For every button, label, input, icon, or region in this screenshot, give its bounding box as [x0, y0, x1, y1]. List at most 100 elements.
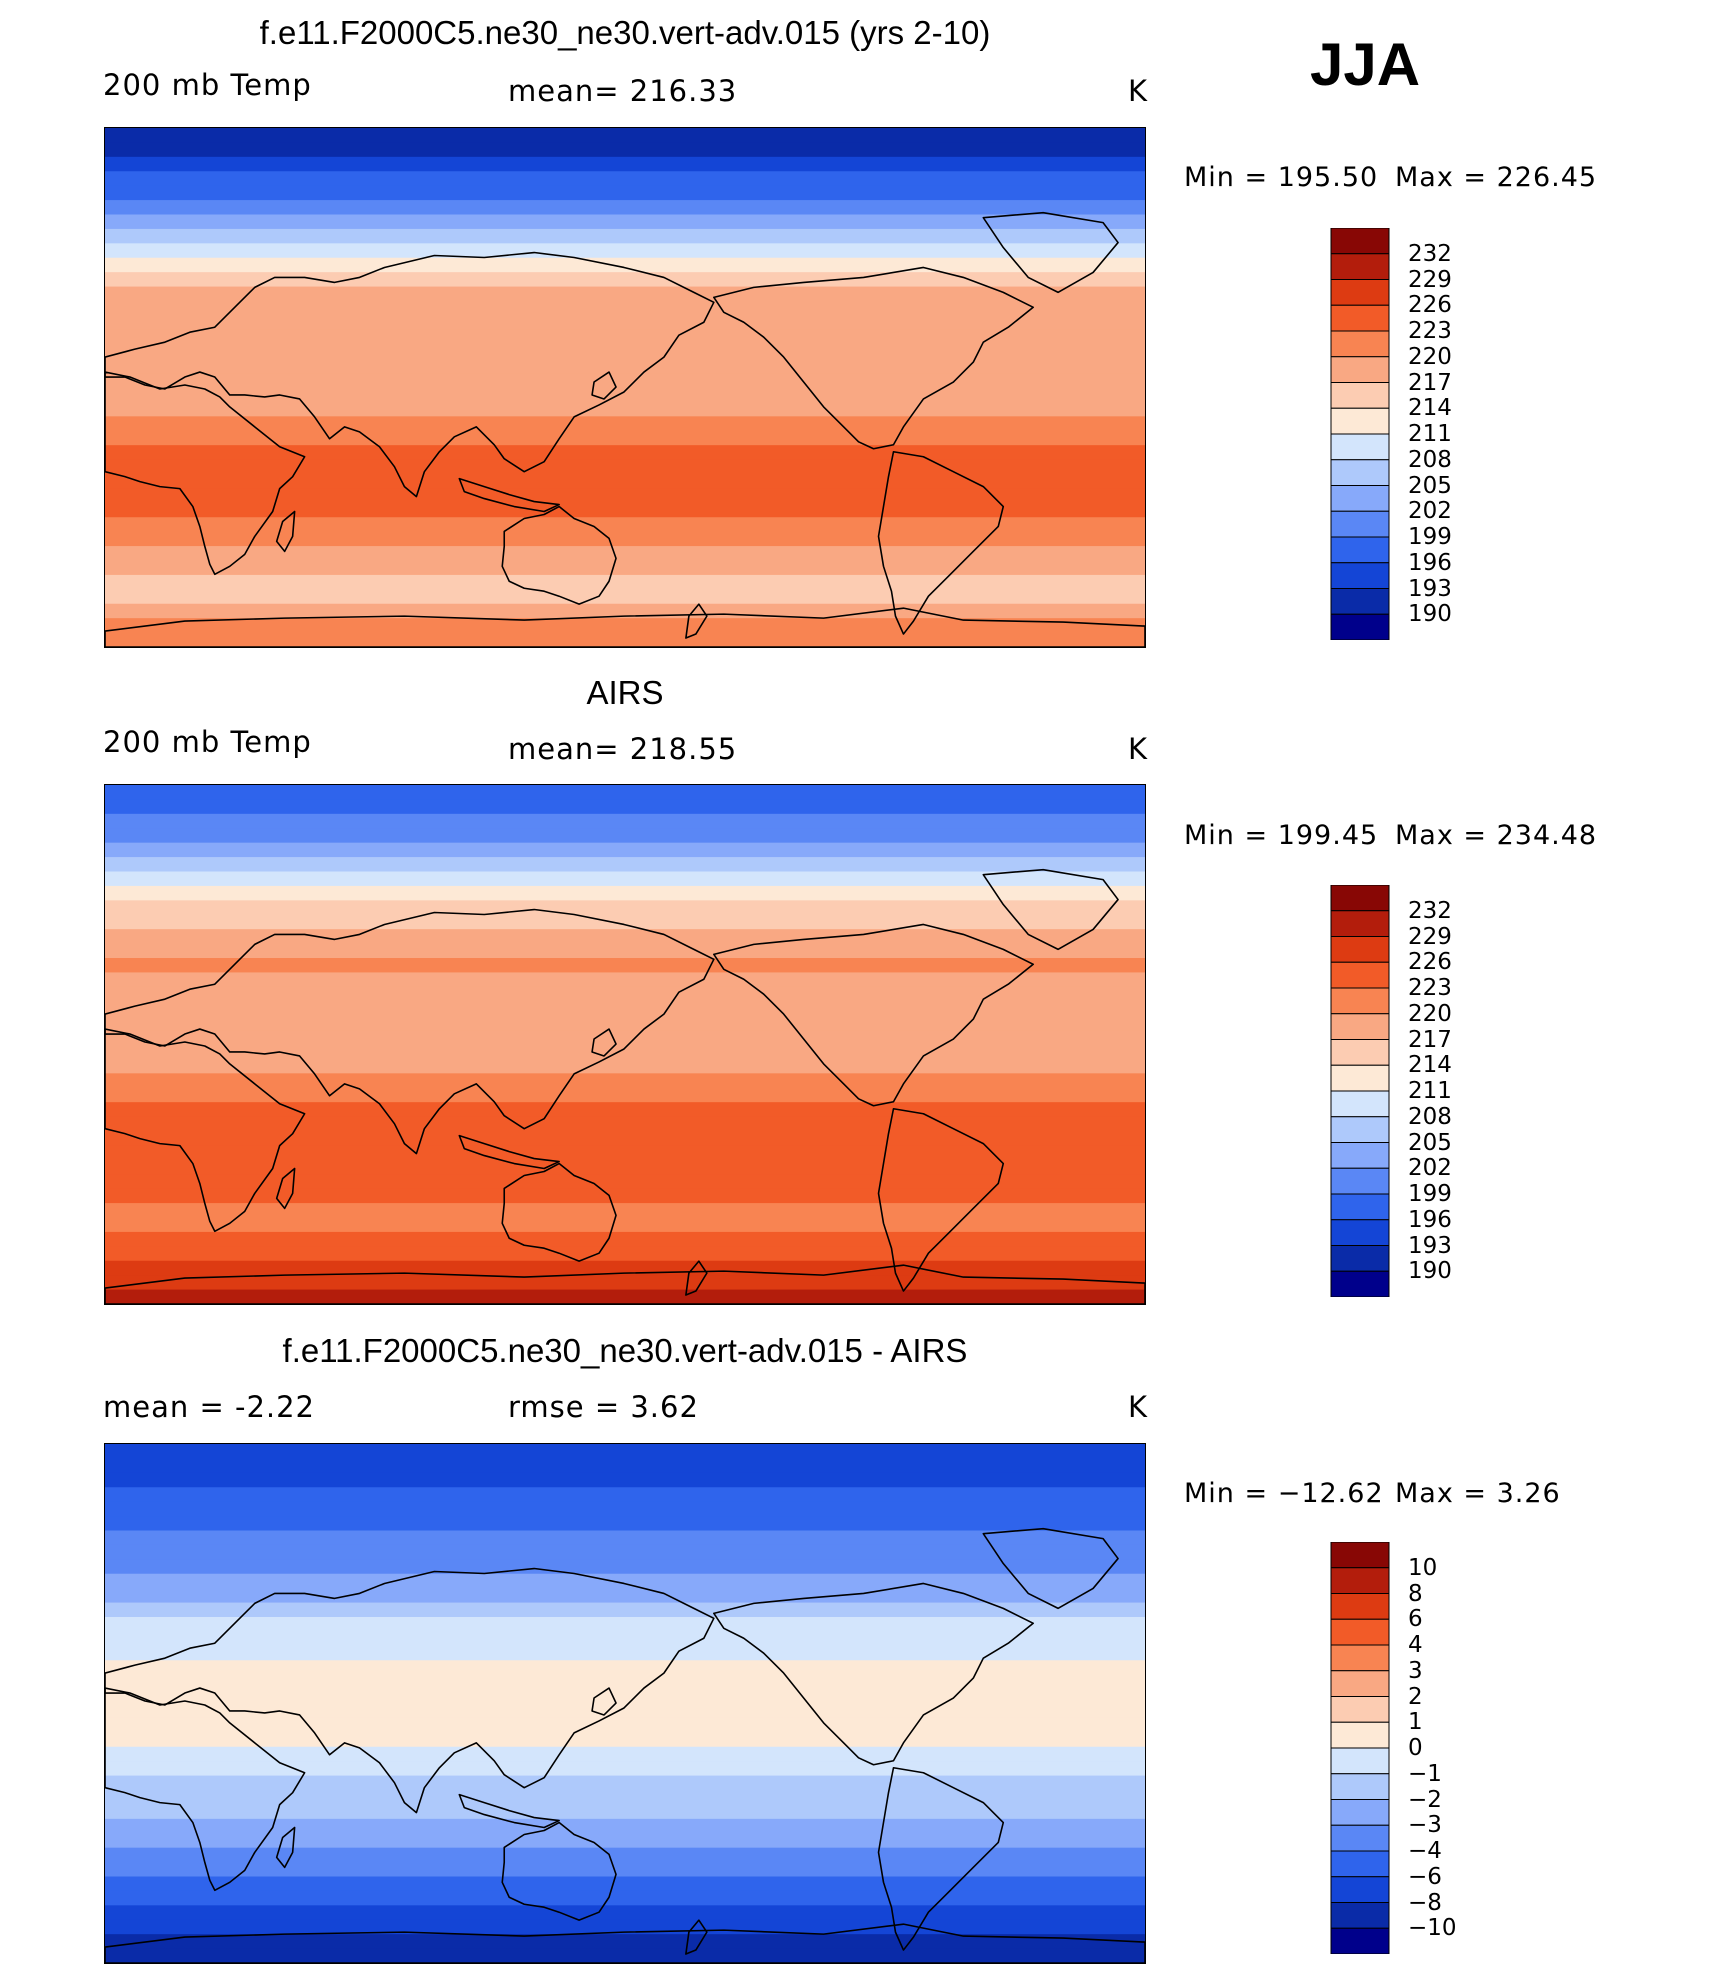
contour-band	[105, 560, 1145, 576]
colorbar-tick-label: 208	[1408, 1103, 1452, 1130]
contour-band	[105, 128, 1145, 144]
contour-band	[105, 1102, 1145, 1118]
colorbar-swatch	[1330, 1824, 1390, 1852]
colorbar-swatch	[1330, 1644, 1390, 1672]
panel-2-mean-label: mean= 218.55	[508, 732, 738, 766]
contour-band	[105, 1948, 1145, 1963]
panel-2-map	[104, 784, 1146, 1305]
contour-band	[105, 842, 1145, 858]
contour-band	[105, 473, 1145, 490]
contour-band	[105, 589, 1145, 605]
colorbar-tick-label: 190	[1408, 1258, 1452, 1285]
contour-band	[105, 156, 1145, 172]
panel-3-mean-label: mean = -2.22	[103, 1390, 316, 1424]
colorbar-swatch	[1330, 885, 1390, 912]
colorbar-tick-label: 220	[1408, 343, 1452, 370]
contour-band	[105, 632, 1145, 647]
contour-band	[105, 1289, 1145, 1304]
contour-band	[105, 1703, 1145, 1719]
contour-band	[105, 488, 1145, 504]
contour-band	[105, 986, 1145, 1002]
colorbar-tick-label: 8	[1408, 1580, 1423, 1607]
colorbar-tick-label: 1	[1408, 1709, 1423, 1736]
coastline-nam	[713, 923, 1035, 1107]
contour-band	[105, 228, 1145, 244]
contour-band	[105, 1501, 1145, 1517]
contour-band	[105, 1919, 1145, 1935]
contour-band	[105, 1660, 1145, 1676]
coastline-antarctica	[105, 607, 1145, 647]
contour-band	[105, 1544, 1145, 1560]
colorbar-tick-label: −1	[1408, 1760, 1442, 1787]
contour-band	[105, 1030, 1145, 1046]
colorbar-swatch	[1330, 1876, 1390, 1903]
contour-band	[105, 531, 1145, 547]
coastline-japan	[591, 371, 617, 400]
season-label: JJA	[1310, 31, 1421, 98]
colorbar-tick-label: 205	[1408, 472, 1452, 499]
coastline-indonesia	[458, 1793, 560, 1829]
coastline-newzealand	[685, 603, 708, 639]
contour-band	[105, 329, 1145, 345]
contour-band	[105, 1217, 1145, 1233]
contour-band	[105, 885, 1145, 901]
colorbar-swatch	[1330, 279, 1390, 306]
panel-3-min-label: Min = −12.62	[1184, 1478, 1384, 1509]
contour-band	[105, 257, 1145, 273]
panel-3-title: f.e11.F2000C5.ne30_ne30.vert-adv.015 - A…	[282, 1332, 968, 1369]
colorbar-swatch	[1330, 910, 1390, 937]
coastline-antarctica	[105, 1923, 1145, 1963]
contour-band	[105, 1617, 1145, 1633]
contour-band	[105, 344, 1145, 360]
contour-band	[105, 1015, 1145, 1031]
colorbar-tick-label: 208	[1408, 446, 1452, 473]
coastline-nam	[713, 1582, 1035, 1766]
colorbar-swatch	[1330, 1193, 1390, 1221]
panel-1-units-label: K	[1128, 74, 1149, 108]
contour-band	[105, 1246, 1145, 1262]
panel-1-colorbar	[1330, 228, 1390, 640]
colorbar-swatch	[1330, 536, 1390, 564]
colorbar-tick-label: −3	[1408, 1812, 1442, 1839]
contour-band	[105, 315, 1145, 331]
panel-2-colorbar-svg	[1330, 885, 1390, 1297]
contour-band	[105, 1231, 1145, 1247]
colorbar-swatch	[1330, 228, 1390, 255]
contour-band	[105, 1559, 1145, 1575]
contour-band	[105, 1862, 1145, 1878]
contour-band	[105, 1847, 1145, 1863]
colorbar-swatch	[1330, 459, 1390, 486]
colorbar-tick-label: 232	[1408, 897, 1452, 924]
colorbar-swatch	[1330, 1064, 1390, 1092]
contour-band	[105, 142, 1145, 158]
coastline-australia	[501, 1162, 617, 1262]
colorbar-tick-label: 190	[1408, 601, 1452, 628]
colorbar-tick-label: 196	[1408, 549, 1452, 576]
colorbar-tick-label: 2	[1408, 1683, 1423, 1710]
colorbar-tick-label: 232	[1408, 240, 1452, 267]
coastline-africa	[105, 1687, 306, 1892]
contour-band	[105, 914, 1145, 930]
coastline-antarctica	[105, 1264, 1145, 1304]
colorbar-tick-label: 199	[1408, 1181, 1452, 1207]
contour-band	[105, 301, 1145, 317]
colorbar-swatch	[1330, 936, 1390, 963]
coastline-africa	[105, 1028, 306, 1233]
colorbar-swatch	[1330, 1142, 1390, 1169]
panel-2-min-label: Min = 199.45	[1184, 820, 1379, 851]
contour-band	[105, 1905, 1145, 1921]
colorbar-tick-label: 229	[1408, 923, 1452, 950]
contour-band	[105, 546, 1145, 562]
contour-band	[105, 185, 1145, 201]
panel-1-title: f.e11.F2000C5.ne30_ne30.vert-adv.015 (yr…	[259, 14, 991, 51]
colorbar-swatch	[1330, 1270, 1390, 1297]
colorbar-swatch	[1330, 613, 1390, 640]
contour-band	[105, 358, 1145, 374]
contour-band	[105, 799, 1145, 815]
colorbar-swatch	[1330, 961, 1390, 989]
colorbar-swatch	[1330, 1090, 1390, 1118]
colorbar-swatch	[1330, 588, 1390, 615]
colorbar-tick-label: 211	[1408, 1078, 1452, 1104]
colorbar-tick-label: 211	[1408, 421, 1452, 447]
colorbar-tick-label: 4	[1408, 1632, 1423, 1658]
